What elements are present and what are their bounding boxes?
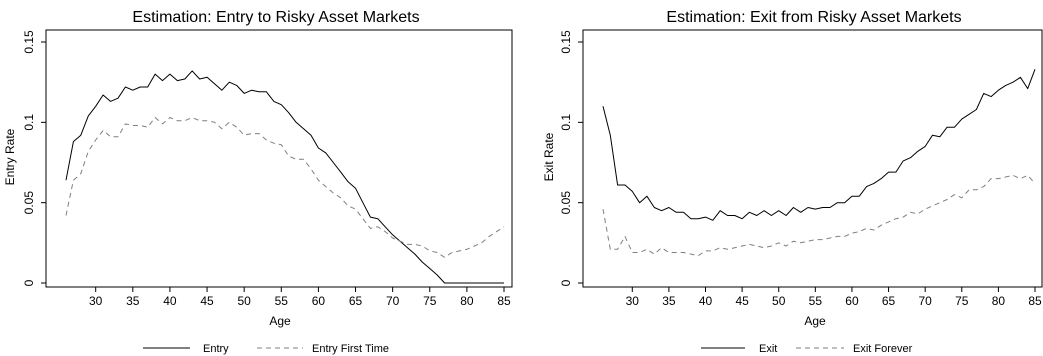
x-tick-label: 85 [1028,294,1042,308]
x-tick-label: 30 [89,294,103,308]
x-axis: 30 35 40 45 50 55 60 65 70 75 80 85 [89,287,511,308]
x-tick-label: 75 [423,294,437,308]
x-axis: 30 35 40 45 50 55 60 65 70 75 80 85 [626,287,1042,308]
x-tick-label: 45 [735,294,749,308]
legend-label-exit: Exit [759,343,777,355]
y-tick-label: 0.15 [559,30,573,54]
chart-entry: Estimation: Entry to Risky Asset Markets… [3,9,513,355]
x-tick-label: 70 [386,294,400,308]
y-axis-title: Exit Rate [542,132,556,181]
y-tick-label: 0.05 [22,191,36,215]
x-axis-title: Age [269,314,291,328]
series-line-entry-first-time [65,117,505,258]
x-tick-label: 80 [460,294,474,308]
y-axis: 0 0.05 0.1 0.15 [559,30,583,286]
x-tick-label: 55 [275,294,289,308]
legend-label-entry-first-time: Entry First Time [312,343,389,355]
series-layer [65,70,505,284]
x-tick-label: 85 [497,294,511,308]
x-tick-label: 40 [699,294,713,308]
chart-title: Estimation: Exit from Risky Asset Market… [666,9,961,26]
x-tick-label: 55 [809,294,823,308]
x-tick-label: 60 [312,294,326,308]
x-axis-title: Age [804,314,826,328]
x-tick-label: 50 [237,294,251,308]
y-tick-label: 0.1 [559,114,573,131]
legend-label-exit-forever: Exit Forever [853,343,913,355]
y-tick-label: 0 [559,279,573,286]
x-tick-label: 35 [662,294,676,308]
legend: Exit Exit Forever [701,343,913,355]
chart-exit: Estimation: Exit from Risky Asset Market… [542,9,1043,355]
series-line-entry [65,70,504,284]
series-line-exit [602,69,1036,221]
legend-label-entry: Entry [203,343,229,355]
x-tick-label: 75 [955,294,969,308]
x-tick-label: 30 [626,294,640,308]
x-tick-label: 35 [126,294,140,308]
legend: Entry Entry First Time [143,343,389,355]
chart-title: Estimation: Entry to Risky Asset Markets [132,9,419,26]
x-tick-label: 45 [200,294,214,308]
y-tick-label: 0.15 [22,30,36,54]
y-tick-label: 0 [22,279,36,286]
y-tick-label: 0.05 [559,191,573,215]
x-tick-label: 40 [163,294,177,308]
y-axis-title: Entry Rate [3,128,17,185]
x-tick-label: 70 [918,294,932,308]
x-tick-label: 80 [992,294,1006,308]
x-tick-label: 50 [772,294,786,308]
series-layer [602,69,1036,257]
y-tick-label: 0.1 [22,114,36,131]
plot-frame [45,29,513,288]
plot-frame [582,29,1043,288]
x-tick-label: 65 [882,294,896,308]
x-tick-label: 60 [845,294,859,308]
y-axis: 0 0.05 0.1 0.15 [22,30,46,286]
series-line-exit-forever [602,174,1036,257]
x-tick-label: 65 [349,294,363,308]
